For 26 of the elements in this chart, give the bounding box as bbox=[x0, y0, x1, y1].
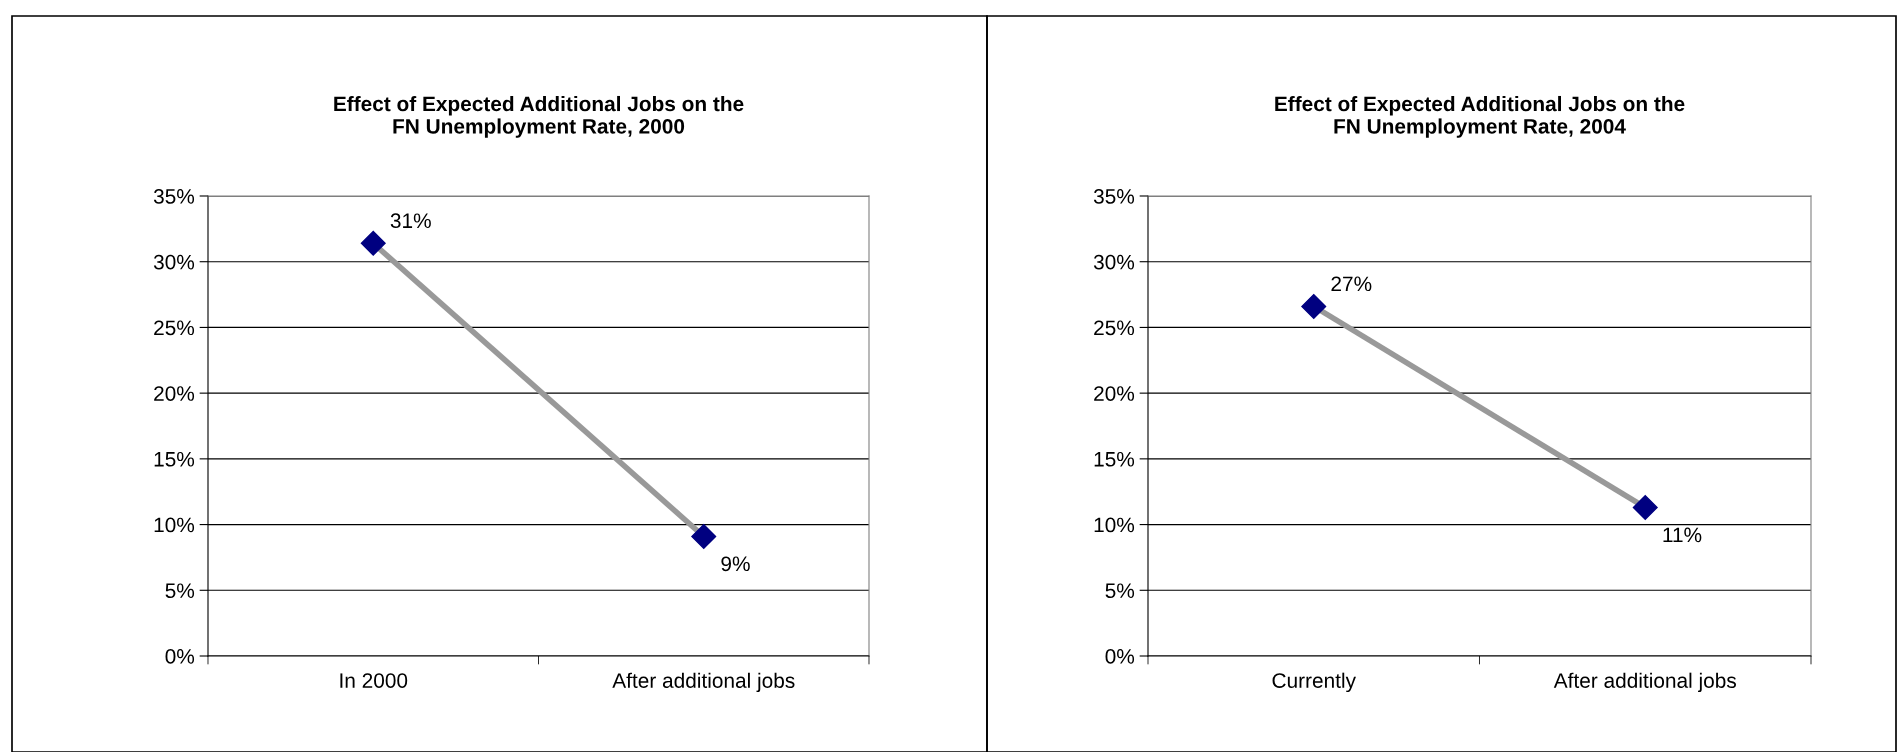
y-tick-label: 5% bbox=[165, 583, 195, 599]
x-tick-label: In 2000 bbox=[340, 673, 408, 688]
x-tick-label: After additional jobs bbox=[1553, 672, 1736, 693]
y-tick-label: 0% bbox=[165, 649, 195, 664]
y-tick-label: 10% bbox=[154, 517, 195, 533]
y-tick-label: 10% bbox=[1094, 517, 1135, 533]
y-tick-label: 25% bbox=[1094, 320, 1135, 336]
data-label: 31% bbox=[390, 213, 431, 229]
y-tick-label: 35% bbox=[153, 189, 195, 204]
x-tick-label: Currently bbox=[1272, 672, 1356, 693]
chart-title: Effect of Expected Additional Jobs on the FN Unemployment Rate, 2000 bbox=[334, 95, 744, 138]
data-label: 9% bbox=[721, 556, 750, 572]
data-label: 27% bbox=[1331, 276, 1372, 292]
data-label: 11% bbox=[1663, 527, 1702, 543]
y-tick-label: 30% bbox=[1093, 254, 1135, 270]
y-tick-label: 15% bbox=[154, 451, 195, 467]
y-tick-label: 20% bbox=[154, 386, 195, 401]
y-tick-label: 25% bbox=[154, 320, 195, 336]
y-tick-label: 0% bbox=[1105, 649, 1135, 664]
chart-title: Effect of Expected Additional Jobs on the FN Unemployment Rate, 2004 bbox=[1275, 95, 1685, 138]
y-tick-label: 20% bbox=[1094, 386, 1135, 401]
y-tick-label: 30% bbox=[153, 254, 195, 270]
y-tick-label: 35% bbox=[1093, 189, 1135, 204]
y-tick-label: 5% bbox=[1105, 583, 1135, 599]
y-tick-label: 15% bbox=[1094, 451, 1135, 467]
x-tick-label: After additional jobs bbox=[612, 672, 795, 693]
